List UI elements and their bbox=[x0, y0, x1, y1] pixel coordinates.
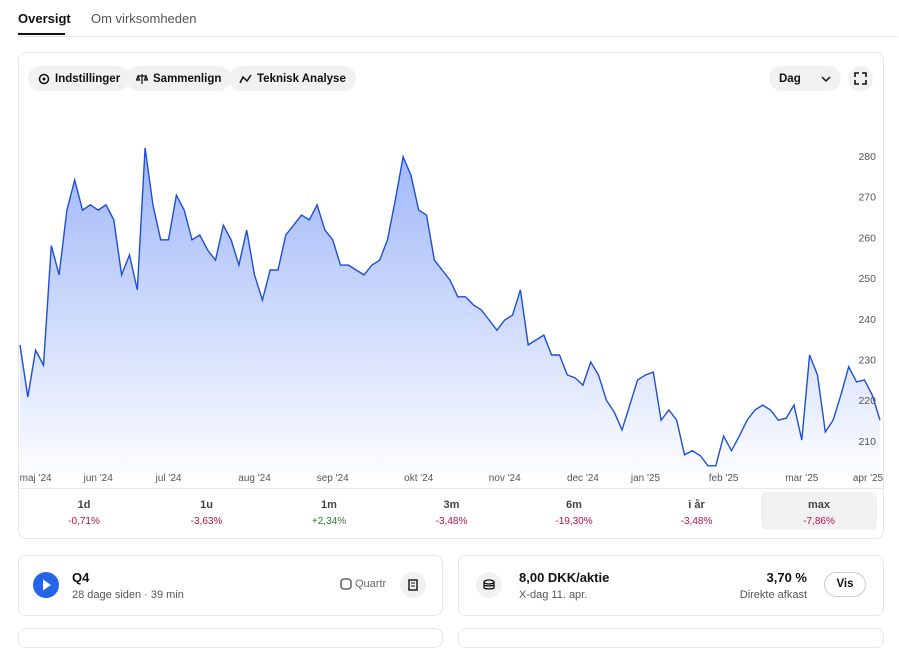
icon bbox=[408, 579, 418, 591]
period-button[interactable]: i år -3,48% bbox=[639, 492, 755, 530]
period-label: i år bbox=[688, 499, 705, 511]
report-subtitle: 28 dage siden · 39 min bbox=[72, 589, 184, 601]
period-change: -3,63% bbox=[190, 516, 223, 527]
y-tick-label: 280 bbox=[858, 151, 876, 163]
dividend-title: 8,00 DKK/aktie bbox=[519, 570, 610, 585]
x-tick-label: dec '24 bbox=[567, 473, 599, 484]
period-label: 1d bbox=[77, 499, 91, 511]
x-tick-label: nov '24 bbox=[489, 473, 521, 484]
period-button[interactable]: 1d -0,71% bbox=[26, 492, 142, 530]
y-tick-label: 260 bbox=[858, 232, 876, 244]
icon bbox=[136, 73, 148, 84]
tab[interactable]: Oversigt bbox=[18, 11, 71, 26]
period-label: 3m bbox=[443, 499, 460, 511]
icon bbox=[239, 74, 252, 83]
x-tick-label: maj '24 bbox=[20, 473, 52, 484]
x-tick-label: okt '24 bbox=[404, 473, 434, 484]
y-tick-label: 250 bbox=[858, 273, 876, 285]
source-label: Quartr bbox=[355, 578, 387, 590]
label: Sammenlign bbox=[153, 72, 222, 85]
fullscreen-button[interactable] bbox=[848, 66, 873, 91]
period-button[interactable]: 3m -3,48% bbox=[394, 492, 510, 530]
document-button[interactable] bbox=[400, 572, 426, 598]
tab-underline bbox=[18, 33, 65, 35]
period-change: -19,30% bbox=[555, 516, 593, 527]
period-label: 1u bbox=[200, 499, 213, 511]
analysis-button[interactable]: Teknisk Analyse bbox=[229, 66, 356, 91]
line bbox=[19, 147, 881, 467]
period-button[interactable]: 1u -3,63% bbox=[149, 492, 265, 530]
x-tick-label: jun '24 bbox=[83, 473, 114, 484]
next-card bbox=[458, 628, 884, 648]
y-tick-label: 240 bbox=[858, 314, 876, 326]
x-tick-label: apr '25 bbox=[853, 473, 884, 484]
x-tick-label: aug '24 bbox=[238, 473, 271, 484]
period-button[interactable]: max -7,86% bbox=[761, 492, 877, 530]
divider bbox=[18, 36, 898, 37]
settings-button[interactable]: Indstillinger bbox=[28, 66, 131, 91]
period-label: 6m bbox=[566, 499, 582, 511]
source: Quartr bbox=[340, 578, 386, 590]
x-tick-label: feb '25 bbox=[709, 473, 739, 484]
y-tick-label: 230 bbox=[858, 355, 876, 367]
period-change: -0,71% bbox=[68, 516, 100, 527]
period-change: -3,48% bbox=[680, 516, 713, 527]
period-label: 1m bbox=[321, 499, 337, 511]
y-tick-label: 220 bbox=[858, 395, 876, 407]
x-tick-label: jan '25 bbox=[630, 473, 661, 484]
page: Oversigt Om virksomheden Indstillinger S… bbox=[18, 11, 898, 648]
tab[interactable]: Om virksomheden bbox=[91, 11, 197, 26]
yield: 3,70 % bbox=[766, 570, 807, 585]
label: Teknisk Analyse bbox=[257, 72, 346, 85]
dividend-subtitle: X-dag 11. apr. bbox=[519, 589, 588, 601]
x-tick-label: sep '24 bbox=[317, 473, 349, 484]
y-tick-label: 270 bbox=[858, 192, 876, 204]
label: Indstillinger bbox=[55, 72, 121, 85]
yield-label: Direkte afkast bbox=[739, 589, 807, 601]
chart: 210 220 230 240 250 260 270 280 maj '24 jun '24 ju… bbox=[19, 147, 884, 484]
coin-icon bbox=[476, 572, 502, 598]
compare-button[interactable]: Sammenlign bbox=[126, 66, 232, 91]
dividend-card bbox=[458, 555, 884, 616]
icon bbox=[38, 73, 50, 84]
period-change: -3,48% bbox=[435, 516, 468, 527]
icon bbox=[340, 578, 352, 590]
report-title: Q4 bbox=[72, 570, 90, 585]
x-tick-label: jul '24 bbox=[155, 473, 182, 484]
period-change: +2,34% bbox=[311, 516, 347, 527]
icon bbox=[854, 72, 867, 85]
period-button[interactable]: 6m -19,30% bbox=[516, 492, 632, 530]
show-button[interactable]: Vis bbox=[824, 572, 866, 597]
x-tick-label: mar '25 bbox=[785, 473, 818, 484]
y-tick-label: 210 bbox=[858, 436, 876, 448]
chevron bbox=[821, 75, 831, 82]
period-change: -7,86% bbox=[803, 516, 835, 527]
period-label: max bbox=[807, 499, 831, 511]
divider bbox=[18, 488, 884, 489]
next-card bbox=[18, 628, 443, 648]
area bbox=[20, 147, 880, 474]
interval-select[interactable]: Dag bbox=[769, 66, 841, 91]
play-icon[interactable] bbox=[33, 572, 59, 598]
period-button[interactable]: 1m +2,34% bbox=[271, 492, 387, 530]
report-card[interactable] bbox=[18, 555, 443, 616]
label: Dag bbox=[779, 72, 801, 85]
